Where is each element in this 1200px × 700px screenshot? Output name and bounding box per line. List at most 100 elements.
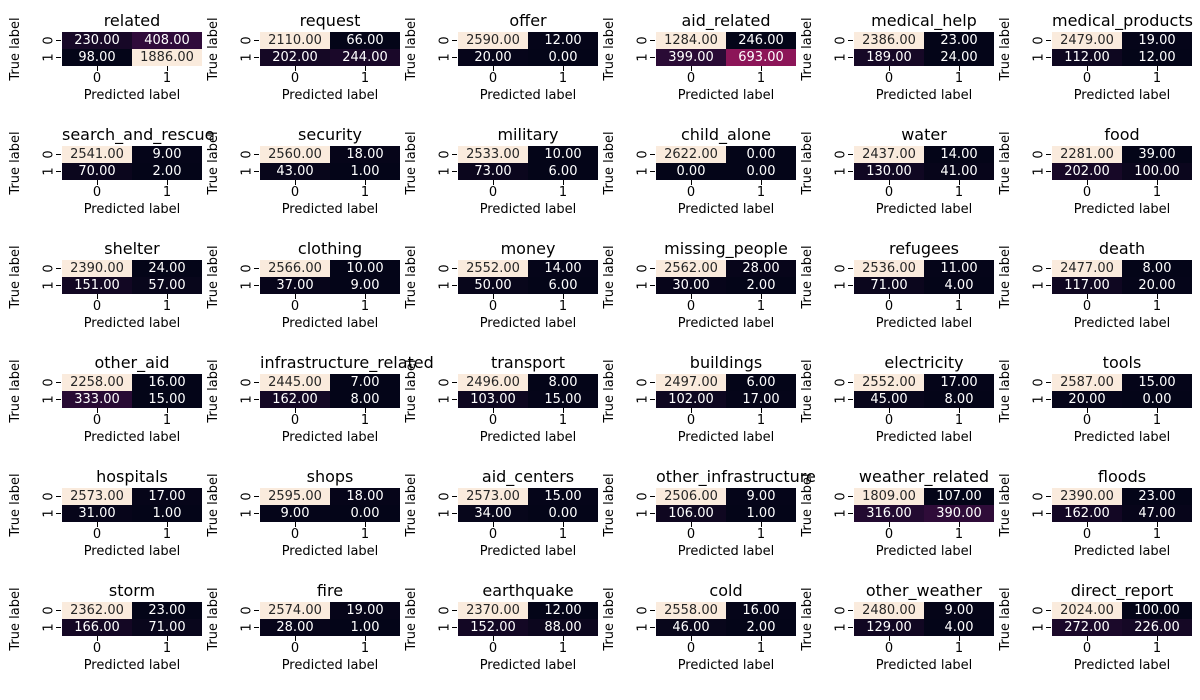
confusion-matrix-panel: other_aid 2258.00 16.00 333.00 15.00 0 1 0 1 Pred… xyxy=(0,350,202,462)
y-tick-mark xyxy=(452,268,457,269)
y-tick-label: 1 xyxy=(1031,623,1047,632)
y-tick-mark xyxy=(254,154,259,155)
x-tick-label: 1 xyxy=(558,299,568,314)
panel-title: aid_related xyxy=(681,11,771,30)
y-tick-mark xyxy=(650,171,655,172)
x-axis-label: Predicted label xyxy=(1073,658,1171,673)
x-tick-mark xyxy=(493,294,494,299)
y-tick-label: 1 xyxy=(833,53,849,62)
confusion-matrix-panel: medical_products 2479.00 19.00 112.00 12.00 0… xyxy=(998,11,1193,104)
y-tick-label: 1 xyxy=(833,509,849,518)
x-tick-mark xyxy=(493,180,494,185)
x-axis-label: Predicted label xyxy=(875,202,973,217)
x-tick-mark xyxy=(493,66,494,71)
heatmap-cell: 2386.00 xyxy=(854,32,924,49)
y-tick-label: 0 xyxy=(833,264,849,273)
x-tick-mark xyxy=(1157,522,1158,527)
heatmap-cell: 2558.00 xyxy=(656,602,726,619)
heatmap-cell: 47.00 xyxy=(1122,505,1192,522)
y-tick-label: 0 xyxy=(1031,150,1047,159)
heatmap-cell: 0.00 xyxy=(726,146,796,163)
y-tick-mark xyxy=(650,513,655,514)
heatmap-cell: 2496.00 xyxy=(458,374,528,391)
x-tick-mark xyxy=(295,294,296,299)
heatmap: 2541.00 9.00 70.00 2.00 xyxy=(62,146,202,180)
x-axis-label: Predicted label xyxy=(875,88,973,103)
confusion-matrix-panel: direct_report 2024.00 100.00 272.00 226.00 0 1… xyxy=(990,578,1192,690)
heatmap-cell: 2574.00 xyxy=(260,602,330,619)
x-tick-label: 1 xyxy=(558,71,568,86)
x-tick-label: 0 xyxy=(290,185,300,200)
x-axis-label: Predicted label xyxy=(281,658,379,673)
heatmap-cell: 117.00 xyxy=(1052,277,1122,294)
x-axis-label: Predicted label xyxy=(281,544,379,559)
x-tick-mark xyxy=(563,66,564,71)
heatmap-cell: 46.00 xyxy=(656,619,726,636)
y-tick-mark xyxy=(848,382,853,383)
heatmap-cell: 14.00 xyxy=(528,260,598,277)
x-tick-label: 0 xyxy=(488,641,498,656)
y-tick-label: 0 xyxy=(635,36,651,45)
x-tick-label: 0 xyxy=(488,413,498,428)
x-tick-label: 0 xyxy=(290,71,300,86)
x-tick-mark xyxy=(1087,66,1088,71)
confusion-matrix-panel: military 2533.00 10.00 73.00 6.00 0 1 0 1 Predict… xyxy=(396,122,598,234)
panel-title: food xyxy=(1104,125,1140,144)
x-tick-label: 1 xyxy=(558,527,568,542)
x-tick-mark xyxy=(365,294,366,299)
y-tick-mark xyxy=(254,382,259,383)
confusion-matrix-panel: request 2110.00 66.00 202.00 244.00 0 1 0 1 Predi… xyxy=(198,8,400,120)
x-tick-label: 1 xyxy=(360,527,370,542)
y-tick-mark xyxy=(56,57,61,58)
heatmap-cell: 23.00 xyxy=(1122,488,1192,505)
heatmap-cell: 9.00 xyxy=(330,277,400,294)
x-tick-label: 0 xyxy=(1082,185,1092,200)
x-tick-label: 0 xyxy=(488,71,498,86)
x-tick-label: 0 xyxy=(884,299,894,314)
heatmap-cell: 2445.00 xyxy=(260,374,330,391)
heatmap-cell: 9.00 xyxy=(726,488,796,505)
x-axis-label: Predicted label xyxy=(281,316,379,331)
panel-title: electricity xyxy=(884,353,964,372)
y-tick-mark xyxy=(56,627,61,628)
y-tick-mark xyxy=(848,399,853,400)
heatmap-cell: 20.00 xyxy=(1052,391,1122,408)
y-tick-label: 0 xyxy=(635,492,651,501)
y-tick-mark xyxy=(56,610,61,611)
x-tick-mark xyxy=(563,294,564,299)
heatmap-cell: 1.00 xyxy=(330,163,400,180)
heatmap-cell: 2.00 xyxy=(726,277,796,294)
heatmap: 2477.00 8.00 117.00 20.00 xyxy=(1052,260,1192,294)
heatmap-cell: 0.00 xyxy=(726,163,796,180)
heatmap-cell: 11.00 xyxy=(924,260,994,277)
y-tick-mark xyxy=(56,382,61,383)
panel-title: weather_related xyxy=(858,467,990,486)
y-tick-mark xyxy=(848,610,853,611)
confusion-matrix-panel: missing_people 2562.00 28.00 30.00 2.00 0 1 0 1 P… xyxy=(594,236,796,348)
y-tick-mark xyxy=(254,627,259,628)
heatmap-cell: 2562.00 xyxy=(656,260,726,277)
heatmap-cell: 24.00 xyxy=(924,49,994,66)
heatmap-cell: 103.00 xyxy=(458,391,528,408)
y-tick-mark xyxy=(848,268,853,269)
heatmap-cell: 189.00 xyxy=(854,49,924,66)
heatmap-cell: 43.00 xyxy=(260,163,330,180)
x-tick-label: 1 xyxy=(162,185,172,200)
heatmap: 2437.00 14.00 130.00 41.00 xyxy=(854,146,994,180)
x-tick-mark xyxy=(563,522,564,527)
y-tick-mark xyxy=(452,610,457,611)
y-tick-label: 0 xyxy=(1031,606,1047,615)
y-tick-mark xyxy=(452,496,457,497)
y-tick-label: 1 xyxy=(635,53,651,62)
x-tick-label: 0 xyxy=(488,527,498,542)
x-tick-label: 0 xyxy=(92,71,102,86)
x-tick-mark xyxy=(167,66,168,71)
panel-title: other_aid xyxy=(94,353,170,372)
x-tick-mark xyxy=(761,294,762,299)
x-tick-mark xyxy=(1087,294,1088,299)
x-axis-label: Predicted label xyxy=(83,316,181,331)
y-tick-label: 0 xyxy=(833,378,849,387)
heatmap-cell: 0.00 xyxy=(1122,391,1192,408)
panel-title: missing_people xyxy=(664,239,788,258)
y-tick-mark xyxy=(1046,171,1051,172)
